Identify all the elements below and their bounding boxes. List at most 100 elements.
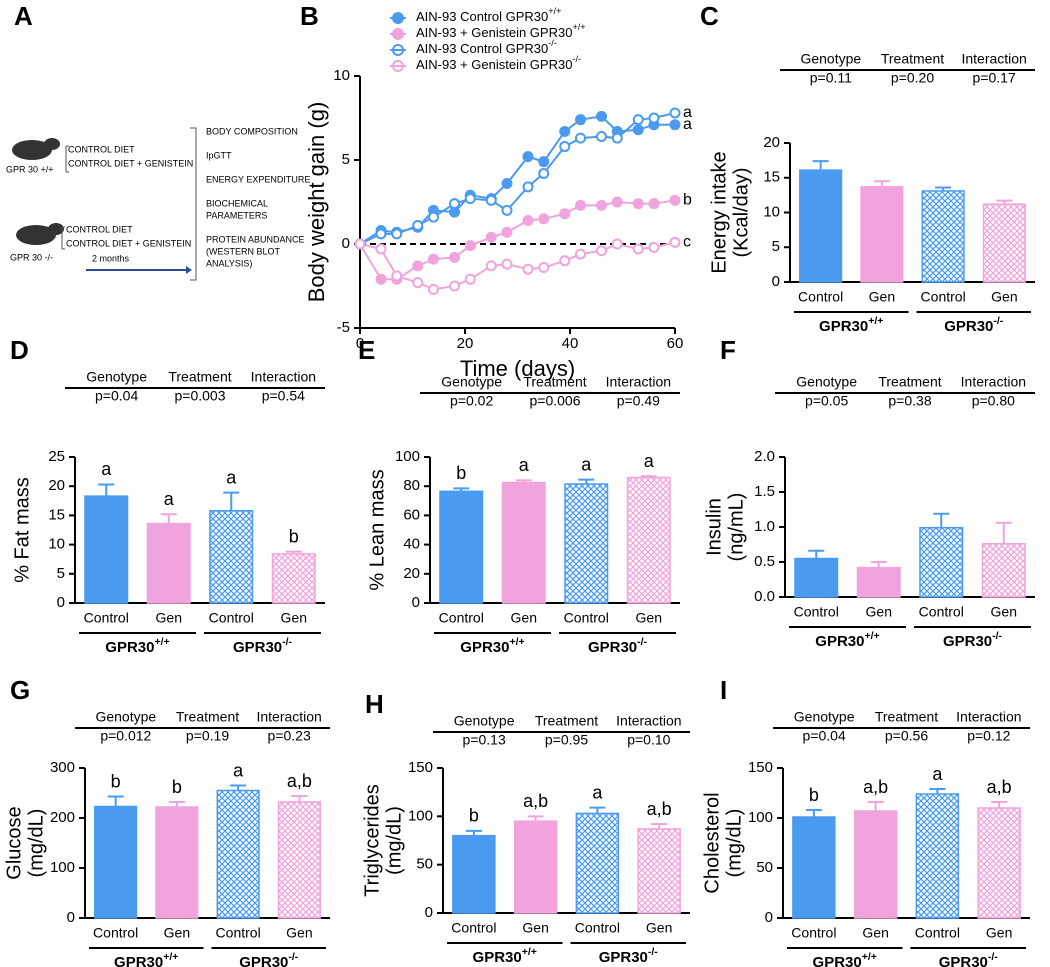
x-tick-label: Gen bbox=[164, 925, 190, 941]
p-value: p=0.95 bbox=[545, 732, 588, 748]
data-point bbox=[428, 283, 439, 295]
y-tick-label: 0 bbox=[57, 594, 65, 611]
series-line bbox=[359, 241, 676, 291]
significance-letter: b bbox=[809, 785, 819, 805]
y-axis-label: (Kcal/day) bbox=[730, 167, 752, 257]
panel-label: C bbox=[700, 1, 719, 31]
data-point bbox=[611, 196, 623, 208]
data-point bbox=[375, 273, 387, 285]
data-point bbox=[669, 194, 681, 206]
group-label: GPR30-/- bbox=[599, 946, 659, 966]
y-axis-label: Cholesterol bbox=[701, 792, 723, 893]
stats-header: Treatment bbox=[881, 51, 944, 67]
significance-letter: b bbox=[469, 806, 479, 826]
y-tick-label: 0 bbox=[425, 904, 433, 921]
p-value: p=0.10 bbox=[627, 732, 670, 748]
data-point bbox=[575, 199, 586, 211]
significance-letter: a bbox=[164, 489, 175, 509]
stats-header: Treatment bbox=[176, 709, 239, 725]
data-point bbox=[464, 240, 476, 252]
y-tick-label: 40 bbox=[403, 536, 420, 553]
end-label: a bbox=[683, 116, 692, 133]
stats-header: Interaction bbox=[956, 709, 1021, 725]
bar bbox=[915, 793, 960, 919]
stats-header: Treatment bbox=[878, 374, 941, 390]
outcome-label: PROTEIN ABUNDANCE bbox=[206, 234, 305, 244]
y-tick-label: 2.0 bbox=[754, 448, 775, 465]
y-tick-label: 20 bbox=[48, 477, 65, 494]
group-label: GPR30-/- bbox=[943, 630, 1003, 650]
panel-label: B bbox=[300, 1, 319, 31]
data-point bbox=[464, 273, 476, 285]
p-value: p=0.02 bbox=[450, 393, 493, 409]
bar bbox=[799, 169, 843, 283]
bracket bbox=[61, 226, 65, 250]
data-point bbox=[412, 277, 424, 289]
x-tick-label: Gen bbox=[646, 920, 672, 936]
data-point bbox=[596, 199, 607, 211]
y-tick-label: 10 bbox=[333, 67, 350, 84]
bar bbox=[977, 807, 1021, 919]
bar bbox=[439, 490, 484, 604]
p-value: p=0.38 bbox=[888, 393, 931, 409]
mouse-icon bbox=[44, 138, 60, 150]
y-axis-label: Insulin bbox=[703, 498, 725, 556]
significance-letter: a bbox=[233, 760, 244, 780]
diet-label: CONTROL DIET bbox=[66, 224, 133, 234]
legend-label: AIN-93 + Genistein GPR30-/- bbox=[416, 54, 581, 72]
mouse-icon bbox=[48, 223, 64, 235]
y-tick-label: 0.0 bbox=[754, 588, 775, 605]
data-point bbox=[559, 125, 571, 137]
p-value: p=0.56 bbox=[885, 728, 928, 744]
mouse-icon bbox=[12, 140, 52, 160]
bar bbox=[626, 476, 671, 604]
x-tick-label: Control bbox=[451, 920, 496, 936]
data-point bbox=[559, 255, 571, 267]
y-axis-label: (mg/dL) bbox=[723, 809, 745, 878]
legend-label: AIN-93 Control GPR30-/- bbox=[416, 38, 557, 56]
bar bbox=[146, 522, 191, 604]
y-tick-label: 0.5 bbox=[754, 553, 775, 570]
data-point bbox=[669, 236, 681, 248]
significance-letter: a,b bbox=[987, 777, 1012, 797]
significance-letter: a,b bbox=[863, 777, 888, 797]
y-axis-label: (mg/dL) bbox=[383, 806, 405, 875]
data-point bbox=[648, 112, 660, 124]
data-point bbox=[559, 141, 571, 153]
data-point bbox=[501, 204, 513, 216]
bar bbox=[792, 816, 836, 919]
significance-letter: b bbox=[456, 463, 466, 483]
data-point bbox=[538, 167, 550, 179]
p-value: p=0.05 bbox=[805, 393, 848, 409]
x-tick-label: Control bbox=[798, 289, 843, 305]
x-tick-label: Gen bbox=[869, 289, 895, 305]
data-point bbox=[354, 238, 366, 250]
data-point bbox=[464, 193, 476, 205]
data-point bbox=[522, 214, 534, 226]
group-label: GPR30+/+ bbox=[819, 315, 883, 335]
y-axis-label: Energy intake bbox=[708, 151, 730, 273]
stats-header: Treatment bbox=[875, 709, 938, 725]
significance-letter: a bbox=[581, 454, 592, 474]
y-axis-label: (mg/dL) bbox=[25, 809, 47, 878]
bar bbox=[860, 186, 904, 283]
panel-label: E bbox=[358, 335, 375, 365]
bracket bbox=[190, 127, 197, 281]
y-tick-label: 100 bbox=[408, 807, 433, 824]
p-value: p=0.04 bbox=[95, 388, 138, 404]
x-tick-label: Control bbox=[209, 610, 254, 626]
bar bbox=[277, 801, 321, 919]
p-value: p=0.49 bbox=[617, 393, 660, 409]
data-point bbox=[375, 243, 387, 255]
y-tick-label: 15 bbox=[48, 506, 65, 523]
significance-letter: a bbox=[644, 451, 655, 471]
significance-letter: a bbox=[932, 764, 943, 784]
y-tick-label: 25 bbox=[48, 448, 65, 465]
x-tick-label: Gen bbox=[866, 604, 892, 620]
significance-letter: b bbox=[172, 777, 182, 797]
stats-header: Treatment bbox=[168, 369, 231, 385]
y-tick-label: 0 bbox=[765, 909, 773, 926]
bar bbox=[501, 481, 546, 604]
data-point bbox=[632, 114, 644, 126]
x-tick-label: Control bbox=[791, 925, 836, 941]
